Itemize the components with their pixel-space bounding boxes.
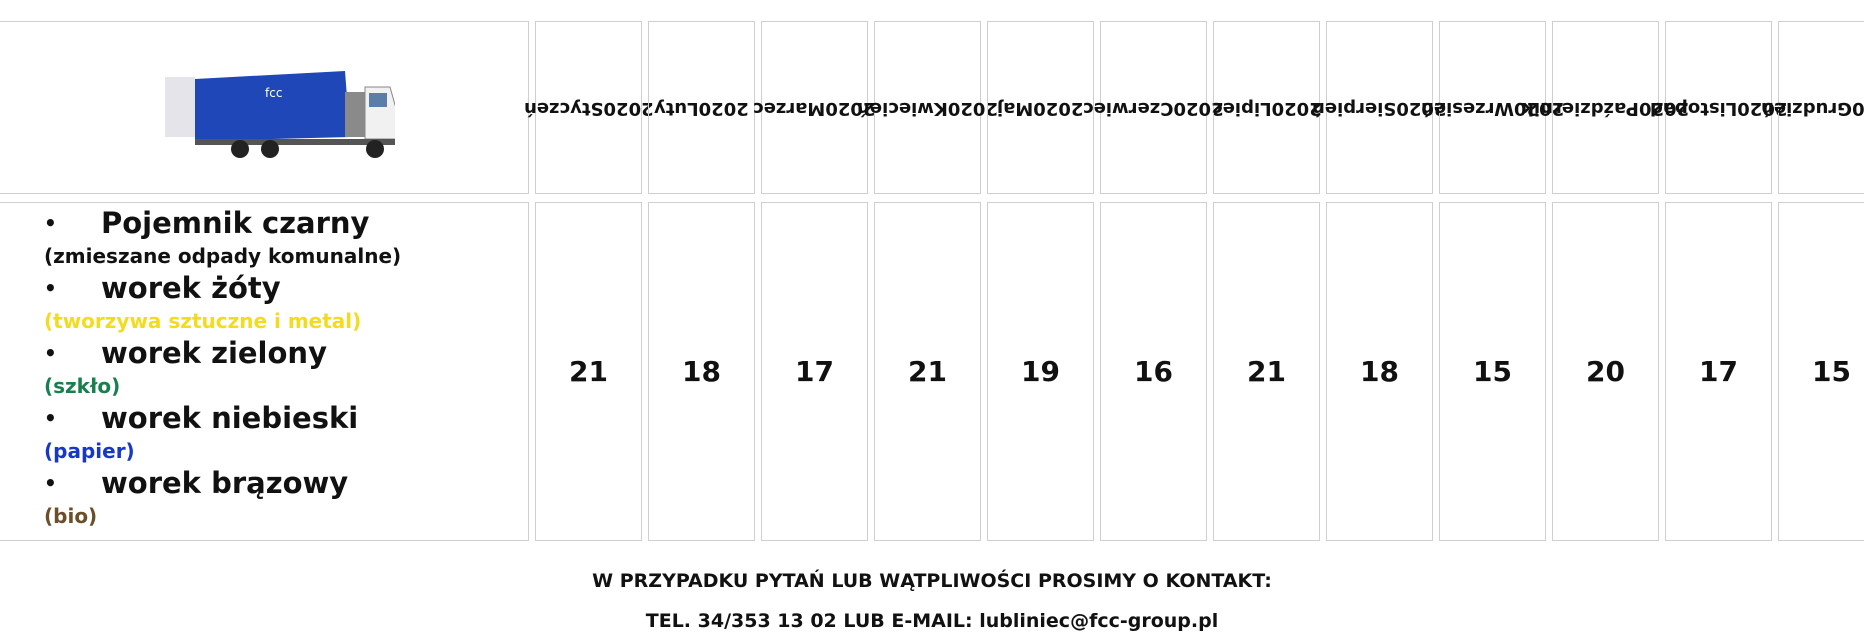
month-name: Marzec — [753, 97, 826, 119]
month-header: Listopad 2020 — [1650, 21, 1787, 194]
month-year: 2020 — [1033, 97, 1084, 119]
collection-day: 17 — [761, 202, 868, 541]
month-name: Grudzień — [1760, 97, 1852, 119]
month-name: Lipiec — [1211, 97, 1272, 119]
collection-day: 17 — [1665, 202, 1772, 541]
month-header: Czerwiec 2020 — [1083, 21, 1224, 194]
month-header: Grudzień2020 — [1761, 21, 1864, 194]
month-name: Październik — [1522, 97, 1639, 119]
month-name: Czerwiec — [1083, 97, 1174, 119]
collection-day: 18 — [648, 202, 755, 541]
collection-day: 21 — [1213, 202, 1320, 541]
bin-list: Pojemnik czarny (zmieszane odpady komunal… — [0, 202, 529, 541]
month-label: Kwiecień 2020 — [857, 97, 998, 119]
contact-line: TEL. 34/353 13 02 LUB E-MAIL: lubliniec@… — [645, 610, 1219, 632]
month-year: 2020 — [603, 97, 654, 119]
month-header: Październik 2020 — [1522, 21, 1689, 194]
month-name: Luty — [654, 97, 699, 119]
month-name: Maj — [997, 97, 1034, 119]
bin-label: worek żóty — [44, 272, 528, 306]
month-header: Wrzesień 2020 — [1421, 21, 1564, 194]
collection-day: 18 — [1326, 202, 1433, 541]
contact-line: W PRZYPADKU PYTAŃ LUB WĄTPLIWOŚCI PROSIM… — [592, 570, 1272, 592]
collection-day: 21 — [874, 202, 981, 541]
month-header: Styczeń 2020 — [524, 21, 653, 194]
bin-description: (szkło) — [44, 374, 121, 398]
collection-day: 15 — [1439, 202, 1546, 541]
bin-label: Pojemnik czarny — [44, 207, 528, 241]
bin-label: worek zielony — [44, 337, 528, 371]
month-year: 2020 — [1851, 97, 1864, 119]
bin-label: worek niebieski — [44, 402, 528, 436]
month-label: Styczeń 2020 — [524, 97, 654, 119]
month-label: Maj 2020 — [997, 97, 1083, 119]
truck-image: fcc — [165, 71, 395, 158]
bin-description: (papier) — [44, 439, 135, 463]
month-name: Listopad — [1649, 97, 1738, 119]
month-name: Kwiecień — [857, 97, 948, 119]
collection-day: 16 — [1100, 202, 1207, 541]
bin-description: (tworzywa sztuczne i metal) — [44, 309, 362, 333]
bin-description: (zmieszane odpady komunalne) — [44, 244, 402, 268]
month-header: Luty 2020 — [648, 21, 755, 194]
bin-label: worek brązowy — [44, 467, 528, 501]
svg-text:fcc: fcc — [265, 86, 282, 100]
month-header: Sierpień 2020 — [1312, 21, 1447, 194]
collection-day: 20 — [1552, 202, 1659, 541]
month-year: 2020 — [698, 97, 749, 119]
month-label: Luty 2020 — [654, 97, 749, 119]
logo-cell: fcc — [0, 21, 529, 194]
month-label: Grudzień2020 — [1761, 97, 1864, 119]
month-name: Sierpień — [1312, 97, 1397, 119]
bin-description: (bio) — [44, 504, 98, 528]
month-label: Czerwiec 2020 — [1083, 97, 1224, 119]
month-label: Lipiec 2020 — [1212, 97, 1322, 119]
collection-day: 19 — [987, 202, 1094, 541]
month-header: Kwiecień 2020 — [857, 21, 998, 194]
month-header: Maj 2020 — [987, 21, 1094, 194]
month-name: Wrzesień — [1420, 97, 1514, 119]
month-name: Styczeń — [523, 97, 604, 119]
collection-day: 21 — [535, 202, 642, 541]
collection-day: 15 — [1778, 202, 1864, 541]
month-header: Marzec 2020 — [753, 21, 876, 194]
month-header: Lipiec 2020 — [1212, 21, 1322, 194]
